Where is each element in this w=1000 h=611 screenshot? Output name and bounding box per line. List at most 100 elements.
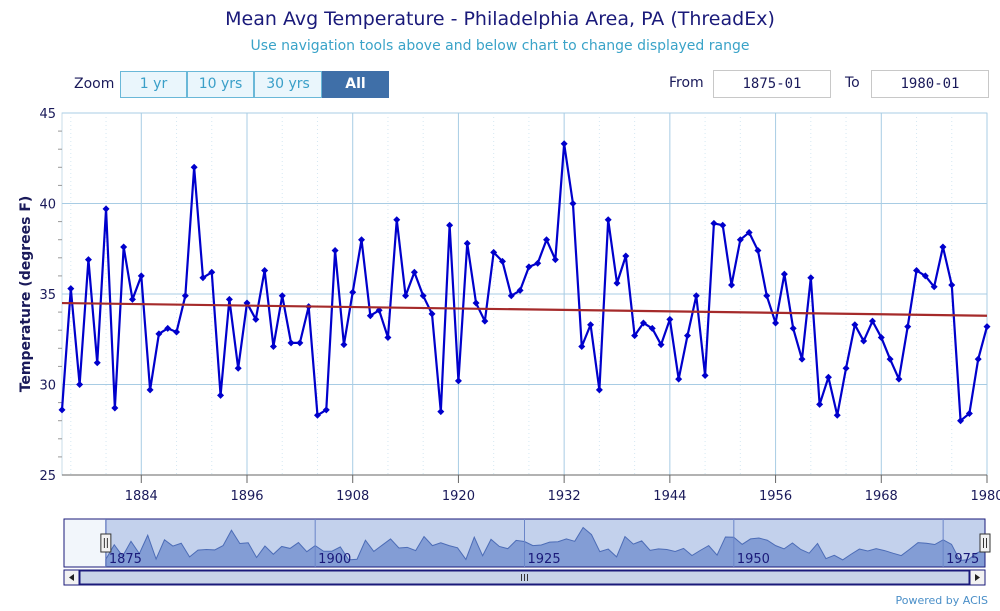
data-point	[446, 221, 454, 229]
zoom-30yrs-button[interactable]: 30 yrs	[254, 71, 322, 98]
data-point	[772, 319, 780, 327]
scrollbar-thumb	[79, 570, 970, 585]
zoom-1yr-button[interactable]: 1 yr	[120, 71, 187, 98]
scroll-left-arrow-icon	[69, 574, 74, 581]
data-point	[754, 247, 762, 255]
data-point	[860, 337, 868, 345]
powered-by-link[interactable]: Powered by ACIS	[895, 594, 989, 607]
grid	[61, 112, 988, 476]
x-tick-label: 1956	[759, 489, 792, 504]
data-point	[631, 332, 639, 340]
data-point	[710, 219, 718, 227]
data-point	[913, 266, 921, 274]
data-point	[851, 321, 859, 329]
data-point	[208, 268, 216, 276]
data-point	[595, 386, 603, 394]
navigator-tick-label: 1950	[737, 552, 770, 567]
data-point	[921, 272, 929, 280]
data-point	[358, 236, 366, 244]
navigator-frame	[63, 518, 986, 568]
zoom-label: Zoom	[74, 76, 115, 92]
data-point	[261, 266, 269, 274]
data-point	[957, 417, 965, 425]
data-point	[217, 391, 225, 399]
data-point	[816, 400, 824, 408]
zoom-all-button[interactable]: All	[322, 71, 389, 98]
data-point	[331, 247, 339, 255]
navigator-tick-label: 1875	[109, 552, 142, 567]
to-label: To	[845, 75, 860, 91]
data-point	[551, 256, 559, 264]
data-point	[313, 411, 321, 419]
navigator-left-handle[interactable]	[100, 533, 112, 553]
data-point	[93, 359, 101, 367]
data-point	[728, 281, 736, 289]
plot-border	[61, 112, 988, 476]
data-point	[692, 292, 700, 300]
data-point	[525, 263, 533, 271]
data-point	[789, 324, 797, 332]
data-point	[587, 321, 595, 329]
data-point	[181, 292, 189, 300]
data-point	[384, 333, 392, 341]
data-point	[904, 323, 912, 331]
data-point	[842, 364, 850, 372]
to-date-input[interactable]: 1980-01	[871, 70, 989, 98]
navigator-scrollbar[interactable]	[63, 569, 986, 586]
navigator-right-handle[interactable]	[979, 533, 991, 553]
navigator-selection	[105, 518, 986, 568]
data-point	[657, 341, 665, 349]
from-date-input[interactable]: 1875-01	[713, 70, 831, 98]
data-point	[481, 317, 489, 325]
data-point	[375, 306, 383, 314]
data-point	[173, 328, 181, 336]
data-point	[639, 319, 647, 327]
data-point	[719, 221, 727, 229]
temperature-line	[60, 142, 989, 422]
data-point	[137, 272, 145, 280]
chart-subtitle: Use navigation tools above and below cha…	[250, 38, 750, 54]
trend-line	[61, 301, 988, 317]
zoom-10yrs-button[interactable]: 10 yrs	[187, 71, 254, 98]
y-tick-label: 45	[39, 107, 56, 122]
data-point	[419, 292, 427, 300]
y-tick-label: 40	[39, 198, 56, 213]
data-point	[798, 355, 806, 363]
data-point	[490, 248, 498, 256]
data-point	[824, 373, 832, 381]
data-point	[402, 292, 410, 300]
scrollbar-left-button	[63, 569, 80, 586]
handle-body	[100, 533, 112, 553]
data-point	[243, 299, 251, 307]
data-point	[666, 315, 674, 323]
data-point	[930, 283, 938, 291]
x-tick-label: 1908	[336, 489, 369, 504]
navigator-tick-label: 1975	[946, 552, 979, 567]
data-point	[437, 408, 445, 416]
navigator-tick-label: 1925	[528, 552, 561, 567]
data-point	[763, 292, 771, 300]
data-point	[234, 364, 242, 372]
scroll-right-arrow-icon	[975, 574, 980, 581]
data-point	[516, 286, 524, 294]
data-point	[560, 140, 568, 148]
data-point	[287, 339, 295, 347]
data-point	[683, 332, 691, 340]
navigator-tick-label: 1900	[318, 552, 351, 567]
navigator: 1875 1900 1925 1950 1975	[63, 518, 991, 586]
scrollbar-track	[63, 569, 986, 586]
data-point	[895, 375, 903, 383]
data-point	[120, 243, 128, 251]
x-axis: 1884 1896 1908 1920 1932 1944 1956 1968 1980	[62, 474, 1000, 504]
data-point	[833, 411, 841, 419]
data-point	[190, 163, 198, 171]
data-point	[225, 295, 233, 303]
data-point	[675, 375, 683, 383]
data-point	[868, 317, 876, 325]
chart-title: Mean Avg Temperature - Philadelphia Area…	[225, 8, 775, 30]
data-point	[807, 274, 815, 282]
data-point	[472, 299, 480, 307]
from-label: From	[669, 75, 704, 91]
data-point	[252, 315, 260, 323]
data-point	[507, 292, 515, 300]
